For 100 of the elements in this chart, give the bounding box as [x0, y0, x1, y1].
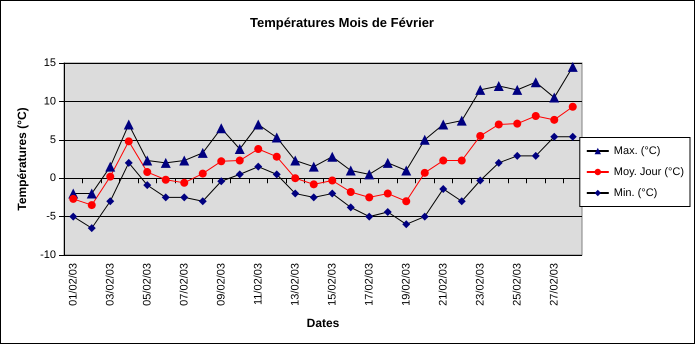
point — [162, 193, 170, 202]
point — [217, 177, 226, 186]
point — [494, 81, 504, 92]
point — [346, 203, 355, 212]
legend-label: Moy. Jour (°C) — [614, 166, 684, 178]
point — [106, 172, 114, 181]
point — [142, 156, 152, 166]
point — [568, 62, 578, 72]
point — [365, 193, 374, 202]
point — [290, 156, 300, 166]
point — [180, 178, 188, 187]
point — [532, 112, 540, 120]
point — [179, 156, 190, 166]
x-tick-label: 05/02/03 — [141, 263, 154, 306]
point — [384, 190, 392, 198]
point — [532, 152, 540, 160]
point — [513, 120, 522, 128]
point — [310, 180, 318, 188]
point — [550, 116, 558, 124]
point — [494, 120, 503, 128]
point — [456, 116, 467, 126]
point — [124, 137, 133, 146]
x-tick-label: 21/02/03 — [437, 263, 450, 306]
point — [475, 84, 486, 95]
point — [438, 119, 448, 130]
x-tick-label: 27/02/03 — [548, 263, 560, 306]
x-tick-label: 07/02/03 — [178, 263, 190, 306]
point — [308, 162, 319, 172]
point — [124, 119, 134, 130]
point — [327, 152, 338, 162]
point — [439, 184, 448, 193]
point — [88, 201, 96, 210]
point — [236, 156, 244, 165]
point — [217, 157, 226, 166]
y-axis-title: Températures (°C) — [15, 107, 29, 211]
x-tick-label: 13/02/03 — [289, 263, 302, 306]
point — [162, 176, 170, 184]
point — [143, 168, 152, 176]
point — [512, 84, 522, 95]
point — [550, 132, 558, 141]
point — [439, 156, 448, 165]
point — [253, 119, 264, 130]
point — [420, 168, 429, 177]
point — [124, 158, 133, 167]
point — [310, 193, 318, 202]
y-tick-label: 15 — [44, 57, 56, 69]
point — [458, 156, 466, 165]
legend-label: Min. (°C) — [614, 187, 658, 199]
x-tick-label: 25/02/03 — [511, 263, 524, 306]
point — [216, 123, 226, 134]
point — [420, 212, 429, 221]
point — [568, 102, 577, 111]
point — [494, 158, 503, 167]
point — [420, 134, 430, 145]
point — [160, 158, 171, 168]
point — [530, 77, 541, 88]
y-tick-label: -10 — [40, 249, 56, 261]
point — [105, 162, 116, 172]
y-tick-label: 5 — [50, 134, 56, 146]
point — [69, 194, 78, 203]
point — [254, 162, 262, 171]
y-tick-label: 10 — [44, 95, 56, 108]
y-tick-label: 0 — [50, 172, 56, 184]
x-tick-label: 23/02/03 — [474, 263, 486, 306]
point — [382, 158, 393, 168]
point — [364, 169, 374, 180]
point — [198, 170, 207, 178]
point — [458, 197, 466, 206]
point — [365, 212, 374, 221]
x-axis-title: Dates — [306, 316, 340, 330]
point — [328, 176, 336, 184]
point — [476, 176, 484, 185]
point — [402, 197, 410, 206]
point — [549, 92, 560, 103]
x-tick-label: 11/02/03 — [252, 263, 264, 306]
x-tick-label: 17/02/03 — [363, 263, 376, 306]
point — [291, 174, 300, 182]
point — [180, 193, 188, 202]
point — [476, 132, 484, 140]
x-tick-label: 03/02/03 — [104, 263, 116, 306]
x-tick-label: 19/02/03 — [400, 263, 412, 306]
point — [513, 152, 522, 160]
point — [88, 224, 96, 232]
point — [198, 197, 207, 206]
point — [86, 188, 97, 199]
point — [328, 190, 336, 198]
point — [254, 145, 262, 154]
legend-label: Max. (°C) — [614, 145, 660, 157]
point — [346, 166, 356, 176]
point — [198, 148, 208, 158]
x-tick-label: 01/02/03 — [67, 263, 80, 306]
point — [402, 220, 410, 228]
x-tick-label: 15/02/03 — [326, 263, 338, 306]
point — [568, 132, 577, 141]
point — [234, 144, 245, 154]
y-tick-label: -5 — [46, 210, 56, 223]
point — [272, 152, 281, 161]
x-tick-label: 09/02/03 — [215, 263, 228, 306]
point — [291, 190, 300, 198]
point — [272, 132, 282, 142]
